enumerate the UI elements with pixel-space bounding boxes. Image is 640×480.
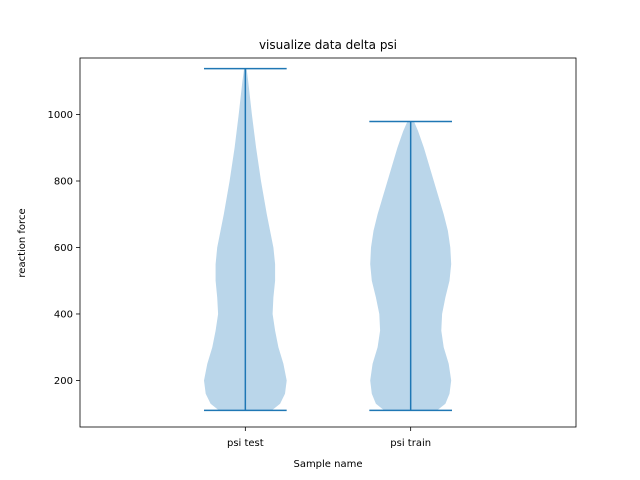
y-axis: 200 400 600 800 1000 (48, 110, 80, 387)
y-tick-label: 200 (54, 376, 73, 387)
chart-title: visualize data delta psi (259, 38, 397, 52)
x-tick-label: psi train (390, 438, 431, 449)
y-tick-label: 1000 (48, 110, 73, 121)
y-tick-label: 800 (54, 177, 73, 188)
y-tick-label: 600 (54, 243, 73, 254)
x-tick-label: psi test (227, 438, 264, 449)
violin-group (204, 67, 452, 412)
x-axis-label: Sample name (293, 459, 362, 470)
y-axis-label: reaction force (17, 208, 28, 277)
x-axis: psi test psi train (227, 427, 431, 449)
y-tick-label: 400 (54, 309, 73, 320)
plot-area (79, 57, 577, 428)
